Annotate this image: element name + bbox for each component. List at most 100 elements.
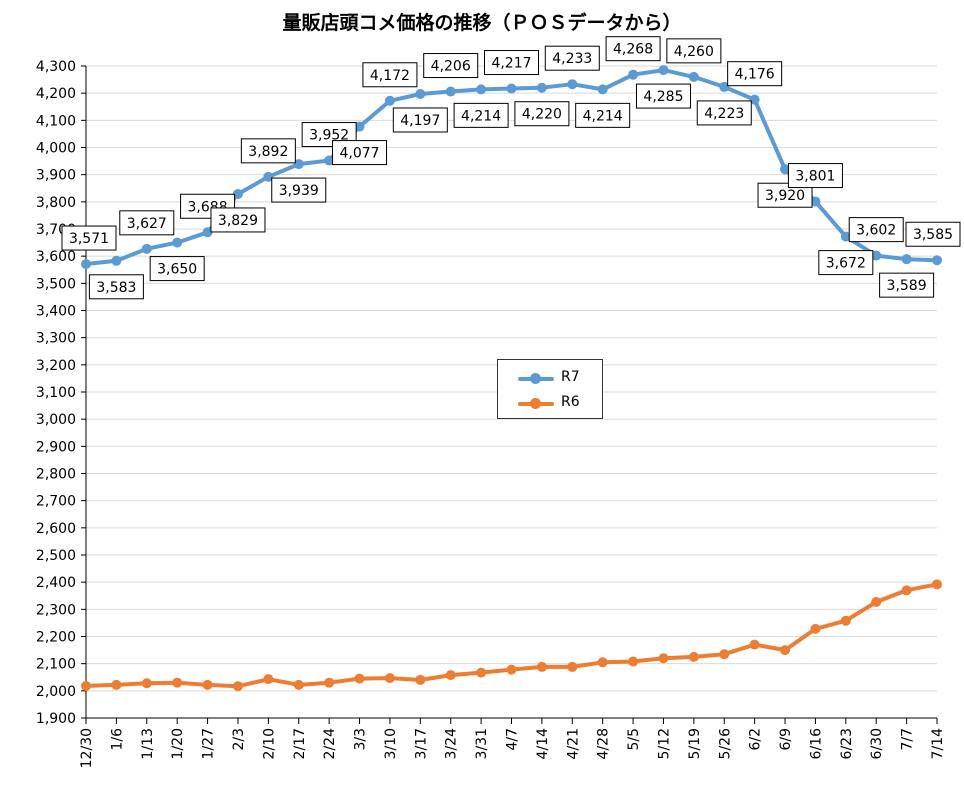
data-label: 4,176 [735, 67, 775, 83]
y-tick-label: 3,400 [36, 304, 76, 320]
data-label: 3,920 [765, 188, 805, 204]
data-label-box [484, 50, 539, 76]
data-point-r7 [232, 188, 243, 199]
x-tick-label: 4/14 [535, 728, 551, 760]
data-point-r6 [597, 657, 608, 668]
y-tick-label: 2,000 [36, 684, 76, 700]
data-point-r7 [536, 82, 547, 93]
data-point-r6 [688, 651, 699, 662]
x-tick-label: 2/10 [261, 728, 277, 759]
x-tick-label: 4/7 [505, 728, 521, 751]
data-point-r6 [658, 653, 669, 664]
data-point-r6 [445, 670, 456, 681]
data-point-r6 [719, 649, 730, 660]
y-tick-label: 3,800 [36, 195, 76, 211]
data-point-r6 [202, 679, 213, 690]
y-tick-label: 3,900 [36, 168, 76, 184]
data-label: 3,829 [218, 213, 258, 229]
legend: R7 R6 [497, 359, 603, 419]
data-point-r6 [293, 679, 304, 690]
data-label: 4,285 [643, 89, 683, 105]
data-point-r6 [901, 585, 912, 596]
data-label: 3,650 [157, 262, 197, 278]
y-tick-label: 3,200 [36, 358, 76, 374]
x-tick-label: 1/13 [140, 728, 156, 759]
data-point-r6 [81, 680, 91, 691]
data-label: 4,172 [370, 68, 410, 84]
data-point-r7 [810, 196, 821, 207]
data-label: 4,206 [431, 59, 471, 75]
data-point-r7 [749, 94, 760, 105]
data-label: 4,223 [704, 106, 744, 122]
data-point-r6 [536, 661, 547, 672]
x-tick-label: 5/19 [687, 728, 703, 759]
data-point-r6 [354, 673, 365, 684]
y-tick-label: 3,100 [36, 385, 76, 401]
data-point-r6 [840, 615, 851, 626]
data-label-box [392, 107, 448, 133]
legend-label-r6: R6 [561, 394, 580, 410]
x-tick-label: 2/24 [322, 728, 338, 760]
data-point-r7 [415, 88, 426, 99]
data-label-box [271, 177, 327, 203]
data-point-r6 [324, 677, 335, 688]
data-point-r7 [324, 155, 335, 166]
y-tick-label: 2,800 [36, 467, 76, 483]
x-tick-label: 3/24 [444, 728, 460, 760]
data-label-box [727, 61, 783, 87]
data-point-r7 [780, 164, 791, 175]
data-label-box [544, 45, 600, 71]
data-label-box [905, 221, 961, 247]
data-label-box [149, 256, 205, 282]
data-label: 3,589 [887, 278, 927, 294]
data-label: 4,197 [400, 113, 440, 129]
data-label-box [423, 53, 479, 79]
data-point-r7 [476, 84, 487, 95]
x-tick-label: 3/3 [353, 728, 369, 751]
data-point-r6 [932, 579, 942, 590]
x-tick-label: 1/27 [201, 728, 217, 759]
data-point-r7 [81, 259, 91, 270]
x-tick-label: 1/6 [109, 728, 125, 751]
data-label: 4,214 [583, 108, 623, 124]
y-tick-label: 2,900 [36, 439, 76, 455]
data-point-r6 [172, 677, 183, 688]
data-label-box [332, 140, 388, 166]
legend-item-r6: R6 [498, 393, 602, 413]
y-tick-label: 3,000 [36, 412, 76, 428]
data-point-r7 [901, 254, 912, 265]
data-point-r6 [871, 596, 882, 607]
data-label-box [848, 217, 904, 243]
x-tick-label: 3/17 [413, 728, 429, 759]
y-tick-label: 2,100 [36, 657, 76, 673]
x-tick-label: 6/9 [778, 728, 794, 751]
y-tick-label: 4,200 [36, 86, 76, 102]
x-tick-label: 6/30 [869, 728, 885, 759]
data-label: 3,583 [96, 280, 136, 296]
data-label: 3,585 [913, 227, 953, 243]
data-label-box [575, 102, 631, 128]
data-point-r7 [111, 255, 122, 266]
data-label: 4,260 [674, 44, 714, 60]
x-tick-label: 6/16 [808, 728, 824, 760]
data-label-box [666, 38, 722, 64]
data-label: 3,602 [856, 223, 896, 239]
x-tick-label: 2/3 [231, 728, 247, 751]
data-label: 3,939 [279, 183, 319, 199]
data-label-box [514, 101, 570, 127]
y-tick-label: 3,600 [36, 249, 76, 265]
data-label-box [61, 225, 117, 251]
data-point-r6 [415, 674, 426, 685]
data-point-r7 [628, 69, 639, 80]
y-tick-label: 2,400 [36, 575, 76, 591]
data-point-r7 [293, 159, 304, 170]
x-tick-label: 4/28 [596, 728, 612, 759]
legend-marker-r7 [530, 373, 541, 384]
data-label-box [605, 36, 661, 62]
data-point-r6 [628, 656, 639, 667]
y-tick-label: 1,900 [36, 711, 76, 727]
data-point-r7 [567, 79, 578, 90]
x-tick-label: 4/21 [565, 728, 581, 759]
x-tick-label: 5/12 [656, 728, 672, 759]
